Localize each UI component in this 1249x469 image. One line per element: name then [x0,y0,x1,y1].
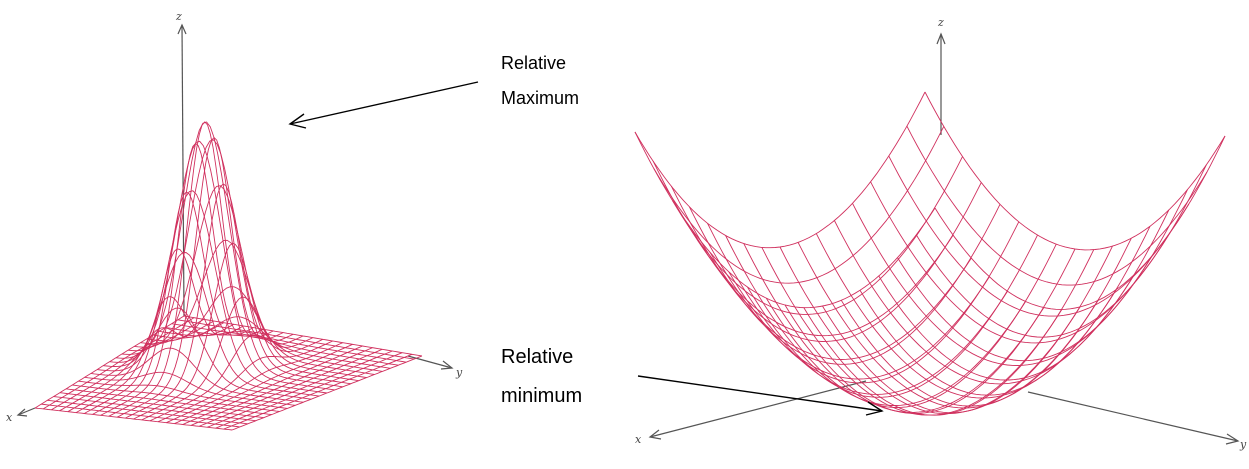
mesh-line [108,121,274,417]
mesh-line [670,185,972,360]
mesh-line [888,155,1190,317]
relative-minimum-arrow [637,375,884,416]
mesh-line [166,342,343,424]
mesh-line [897,189,1188,362]
relative-maximum-label-line2: Maximum [501,88,579,108]
right-plot: z x y Relative minimum [501,16,1247,451]
right-x-axis-label: x [635,433,642,446]
mesh-line [924,91,1226,251]
mesh-line [116,136,284,418]
mesh-line [223,353,413,430]
mesh-line [174,343,353,425]
left-z-axis [181,24,185,317]
mesh-line [100,142,264,416]
paraboloid-surface-mesh [634,91,1226,416]
mesh-line [59,320,215,412]
mesh-line [743,243,1045,413]
mesh-line [707,223,1008,395]
left-z-arrowhead [177,23,187,35]
mesh-line [634,91,926,249]
mesh-line [822,245,1113,414]
left-axes [16,23,454,417]
mesh-line [125,183,294,419]
mesh-line [906,125,1208,286]
mesh-line [779,246,1081,415]
mesh-line [653,126,945,284]
left-y-axis-label: y [455,366,463,379]
mesh-line [688,206,990,380]
left-x-axis [17,407,36,416]
left-y-axis [407,355,453,369]
right-y-axis [1027,391,1239,442]
mesh-line [870,181,1171,344]
left-x-arrowhead [16,408,28,417]
mesh-line [75,296,234,413]
right-x-axis [649,380,867,438]
right-z-arrowhead [936,32,946,45]
mesh-line [78,380,288,409]
gaussian-surface-mesh [34,121,423,431]
right-axes [648,32,1240,445]
left-y-arrowhead [440,360,454,370]
mesh-line [199,348,383,427]
mesh-line [915,164,1207,338]
mesh-line [725,235,1026,406]
left-x-axis-label: x [6,411,13,424]
relative-minimum-label-line1: Relative [501,346,573,368]
mesh-line [207,350,393,428]
right-z-axis-label: z [937,16,944,29]
mesh-line [231,355,423,431]
mesh-line [833,220,1135,385]
mesh-line [815,233,1117,399]
relative-maximum-arrow [288,81,479,129]
relative-maximum-label-line1: Relative [501,53,566,73]
right-x-arrowhead [648,429,662,440]
mesh-line [190,347,373,426]
mesh-line [34,315,185,409]
mesh-line [84,248,244,414]
mesh-line [157,340,333,423]
mesh-line [103,252,320,397]
right-y-axis-label: y [1239,438,1247,451]
mesh-line [182,345,363,425]
left-plot: z y x Relative Maximum [6,10,579,431]
mesh-line [149,334,324,422]
mesh-line [42,317,195,410]
right-y-arrowhead [1225,433,1240,445]
mesh-line [215,352,403,429]
relative-minimum-label-line2: minimum [501,385,582,407]
mesh-line [652,160,954,337]
mesh-line [784,248,1076,414]
mesh-line [761,247,1063,416]
mesh-line [92,191,254,415]
mesh-line [141,296,314,421]
mesh-line [797,242,1099,409]
left-z-axis-label: z [175,10,182,23]
mesh-line [852,203,1153,366]
mesh-line [690,182,982,342]
mesh-line [67,322,224,413]
